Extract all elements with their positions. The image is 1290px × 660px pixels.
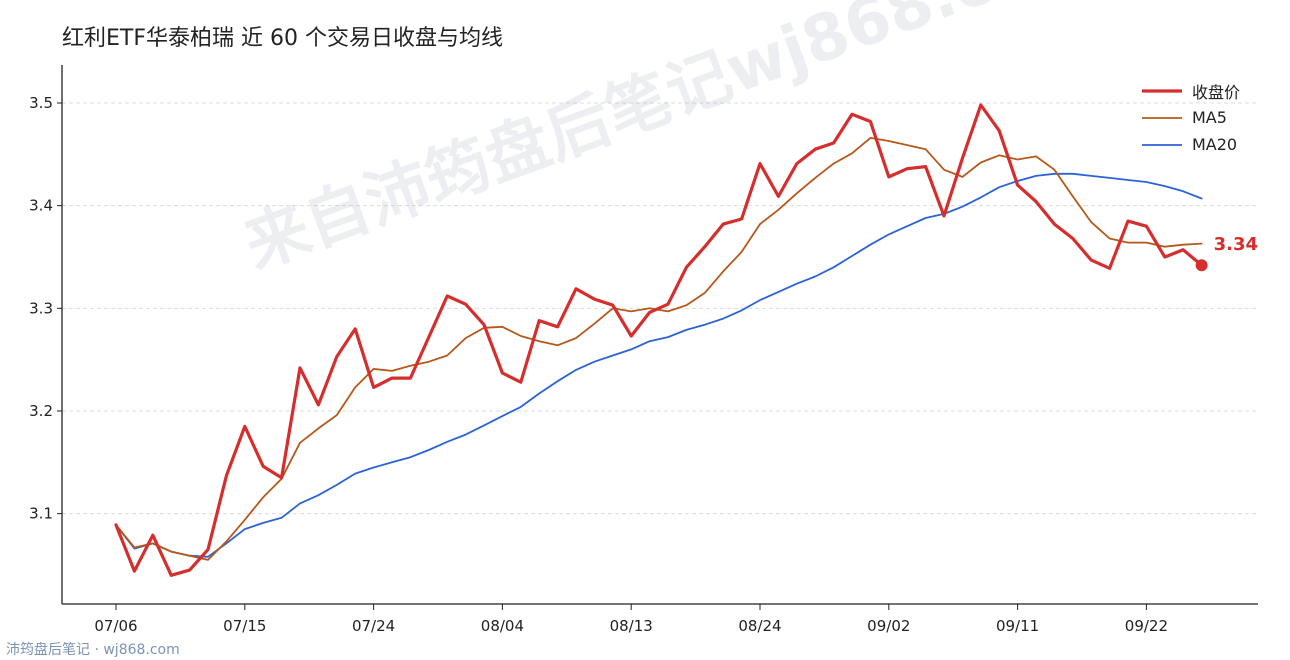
x-tick-label: 08/13 — [610, 617, 653, 635]
legend-label-ma5: MA5 — [1192, 108, 1227, 127]
chart-title: 红利ETF华泰柏瑞 近 60 个交易日收盘与均线 — [62, 26, 503, 51]
legend-item-ma20: MA20 — [1142, 131, 1240, 158]
ma20-line — [115, 172, 1203, 558]
x-tick-label: 07/24 — [352, 617, 395, 635]
ma5-line — [115, 136, 1203, 561]
footer-source: 沛筠盘后笔记 · wj868.com — [6, 642, 180, 658]
last-close-point — [1195, 259, 1208, 272]
legend-item-close: 收盘价 — [1142, 77, 1240, 104]
x-tick-label: 08/04 — [481, 617, 524, 635]
tick-labels: 3.1 3.2 3.3 3.4 3.5 07/06 07/15 07/24 08/04 08/13… — [29, 94, 1168, 635]
x-tick-label: 09/22 — [1125, 617, 1168, 635]
y-tick-label: 3.3 — [29, 299, 53, 317]
legend-swatch-ma5 — [1142, 116, 1182, 119]
x-tick-label: 09/02 — [867, 617, 910, 635]
y-tick-label: 3.4 — [29, 197, 53, 215]
x-tick-label: 07/15 — [223, 617, 266, 635]
x-tick-label: 09/11 — [996, 617, 1039, 635]
chart-legend: 收盘价 MA5 MA20 — [1142, 77, 1240, 158]
legend-swatch-close — [1142, 88, 1182, 93]
axes — [57, 65, 1258, 610]
legend-label-ma20: MA20 — [1192, 135, 1238, 154]
close-price-line — [114, 103, 1204, 577]
legend-label-close: 收盘价 — [1192, 82, 1241, 102]
y-tick-label: 3.2 — [29, 402, 53, 420]
y-tick-label: 3.5 — [29, 94, 53, 112]
legend-swatch-ma20 — [1142, 143, 1182, 146]
series-lines — [114, 103, 1208, 577]
x-tick-label: 07/06 — [94, 617, 137, 635]
legend-item-ma5: MA5 — [1142, 104, 1240, 131]
last-close-value-label: 3.34 — [1213, 234, 1259, 256]
x-tick-label: 08/24 — [738, 617, 781, 635]
y-tick-label: 3.1 — [29, 505, 53, 523]
